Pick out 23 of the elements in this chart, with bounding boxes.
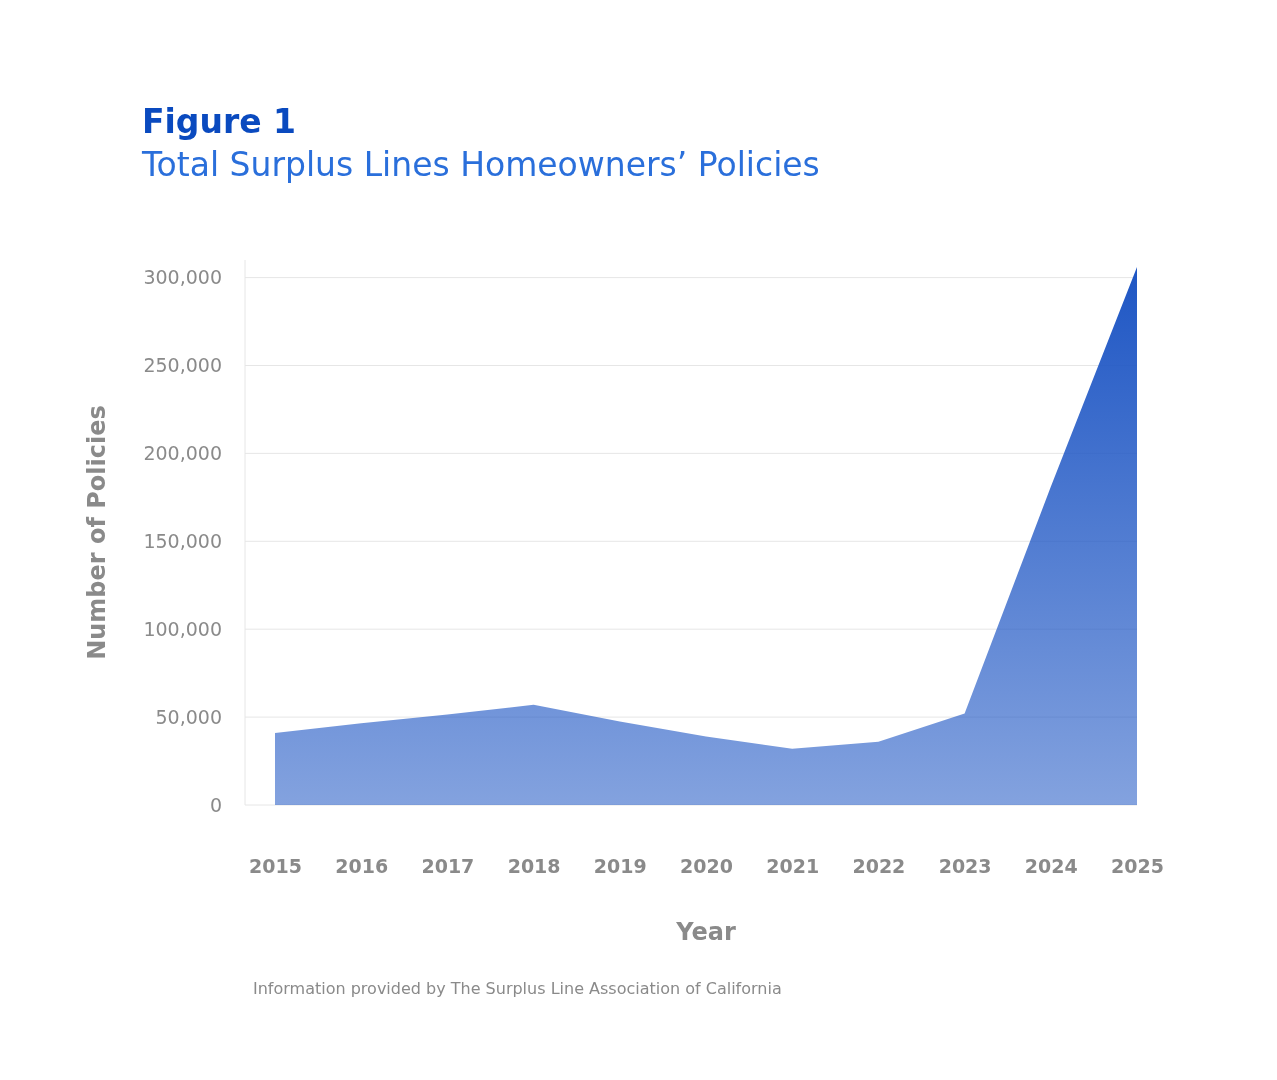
x-tick-label: 2021 [766, 854, 820, 877]
x-tick-label: 2019 [593, 854, 647, 877]
y-tick-label: 200,000 [143, 441, 222, 464]
x-tick-label: 2024 [1024, 854, 1078, 877]
x-tick-label: 2022 [852, 854, 906, 877]
x-tick-label: 2025 [1111, 854, 1164, 877]
x-tick-label: 2016 [335, 854, 389, 877]
x-axis-title: Year [675, 918, 736, 946]
y-tick-label: 250,000 [143, 354, 222, 377]
x-tick-label: 2017 [421, 854, 475, 877]
x-tick-label: 2015 [249, 854, 302, 877]
y-tick-label: 0 [209, 793, 222, 816]
chart-title: Figure 1 [142, 102, 297, 141]
x-tick-label: 2023 [938, 854, 992, 877]
y-axis-title: Number of Policies [83, 405, 111, 660]
x-tick-label: 2020 [680, 854, 733, 877]
y-tick-label: 300,000 [143, 266, 222, 289]
text: Information provided by The Surplus Line Association of California [253, 979, 782, 998]
chart-subtitle: Total Surplus Lines Homeowners’ Policies [141, 145, 820, 184]
y-tick-label: 100,000 [143, 617, 222, 640]
y-tick-label: 50,000 [155, 705, 222, 728]
y-tick-label: 150,000 [143, 529, 222, 552]
x-tick-label: 2018 [507, 854, 561, 877]
